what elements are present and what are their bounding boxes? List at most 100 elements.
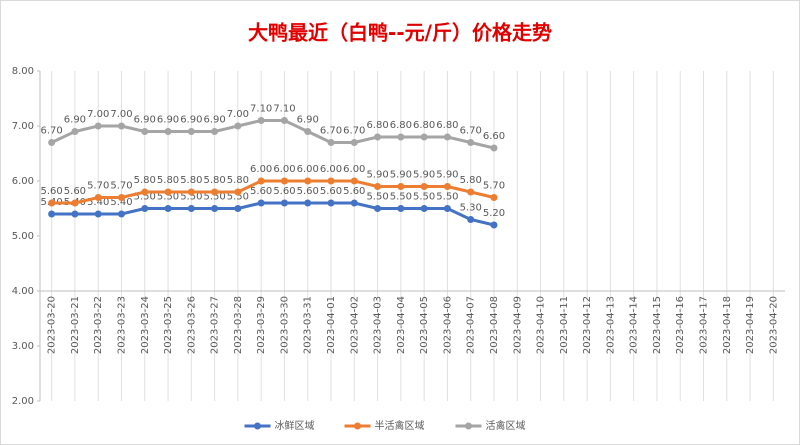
data-label: 7.00 — [87, 109, 109, 120]
point — [187, 128, 195, 135]
y-tick-label: 3.00 — [12, 341, 34, 352]
data-label: 5.60 — [41, 186, 63, 197]
data-label: 6.00 — [250, 164, 272, 175]
data-label: 6.00 — [297, 164, 319, 175]
data-label: 5.50 — [413, 192, 435, 203]
x-tick-label: 2023-04-12 — [582, 296, 593, 354]
point — [374, 133, 382, 141]
data-label: 6.90 — [297, 115, 319, 126]
x-tick-label: 2023-03-21 — [70, 296, 81, 354]
point — [420, 183, 428, 190]
data-label: 7.10 — [273, 104, 295, 115]
point — [397, 183, 405, 190]
data-label: 6.00 — [320, 164, 342, 175]
data-label: 5.90 — [390, 170, 412, 181]
x-tick-label: 2023-03-20 — [47, 296, 58, 354]
x-tick-label: 2023-04-11 — [559, 296, 570, 354]
point — [164, 128, 172, 135]
data-label: 5.50 — [203, 192, 225, 203]
x-tick-label: 2023-03-26 — [186, 296, 197, 354]
point — [234, 205, 242, 212]
data-label: 7.00 — [110, 109, 132, 120]
point — [164, 188, 172, 196]
point — [304, 199, 312, 207]
point — [304, 177, 312, 185]
data-label: 5.40 — [110, 197, 132, 208]
point — [490, 194, 498, 201]
point — [257, 177, 265, 185]
point — [94, 210, 102, 218]
point — [467, 139, 475, 146]
point — [117, 210, 125, 218]
x-tick-label: 2023-04-13 — [605, 296, 616, 354]
y-tick-label: 2.00 — [12, 396, 34, 407]
x-tick-label: 2023-04-15 — [652, 296, 663, 354]
y-tick-label: 5.00 — [12, 231, 34, 242]
point — [94, 194, 102, 201]
point — [71, 128, 79, 135]
data-label: 6.60 — [483, 131, 505, 142]
data-label: 5.80 — [157, 175, 179, 186]
data-label: 5.80 — [180, 175, 202, 186]
point — [490, 144, 498, 152]
legend-marker — [254, 422, 261, 430]
point — [327, 199, 335, 207]
y-tick-label: 8.00 — [12, 66, 34, 77]
data-label: 5.50 — [390, 192, 412, 203]
data-label: 5.90 — [366, 170, 388, 181]
point — [164, 205, 172, 212]
data-label: 5.60 — [273, 186, 295, 197]
point — [327, 139, 335, 146]
x-tick-label: 2023-03-23 — [116, 296, 127, 354]
point — [141, 128, 149, 135]
point — [420, 133, 428, 141]
data-label: 5.90 — [413, 170, 435, 181]
data-label: 5.70 — [483, 181, 505, 192]
point — [257, 199, 265, 207]
x-tick-label: 2023-04-09 — [512, 296, 523, 354]
x-tick-label: 2023-03-22 — [93, 296, 104, 354]
data-label: 6.80 — [390, 120, 412, 131]
data-label: 5.50 — [157, 192, 179, 203]
data-label: 6.80 — [366, 120, 388, 131]
point — [187, 205, 195, 212]
point — [211, 205, 219, 212]
data-label: 6.90 — [180, 115, 202, 126]
point — [420, 205, 428, 212]
point — [94, 122, 102, 130]
data-label: 5.50 — [227, 192, 249, 203]
point — [141, 205, 149, 212]
data-label: 6.90 — [203, 115, 225, 126]
point — [280, 199, 288, 207]
data-label: 6.70 — [343, 126, 365, 137]
point — [141, 188, 149, 196]
data-label: 5.90 — [436, 170, 458, 181]
data-label: 6.90 — [157, 115, 179, 126]
point — [490, 221, 498, 229]
data-label: 5.60 — [250, 186, 272, 197]
data-label: 6.70 — [41, 126, 63, 137]
point — [211, 188, 219, 196]
data-label: 5.50 — [180, 192, 202, 203]
point — [374, 205, 382, 212]
legend-marker — [354, 422, 361, 430]
point — [280, 177, 288, 185]
data-label: 5.60 — [320, 186, 342, 197]
data-label: 5.80 — [134, 175, 156, 186]
point — [304, 128, 312, 135]
point — [350, 199, 358, 207]
y-tick-label: 6.00 — [12, 176, 34, 187]
series-line — [50, 119, 495, 150]
legend-label: 活禽区域 — [486, 419, 526, 432]
x-tick-label: 2023-03-29 — [256, 296, 267, 354]
x-tick-label: 2023-04-14 — [629, 296, 640, 354]
point — [350, 177, 358, 185]
x-tick-label: 2023-04-05 — [419, 296, 430, 354]
x-tick-label: 2023-04-17 — [699, 296, 710, 354]
point — [467, 188, 475, 196]
point — [443, 183, 451, 190]
data-label: 6.90 — [134, 115, 156, 126]
data-label: 5.50 — [436, 192, 458, 203]
data-label: 7.10 — [250, 104, 272, 115]
point — [350, 139, 358, 146]
